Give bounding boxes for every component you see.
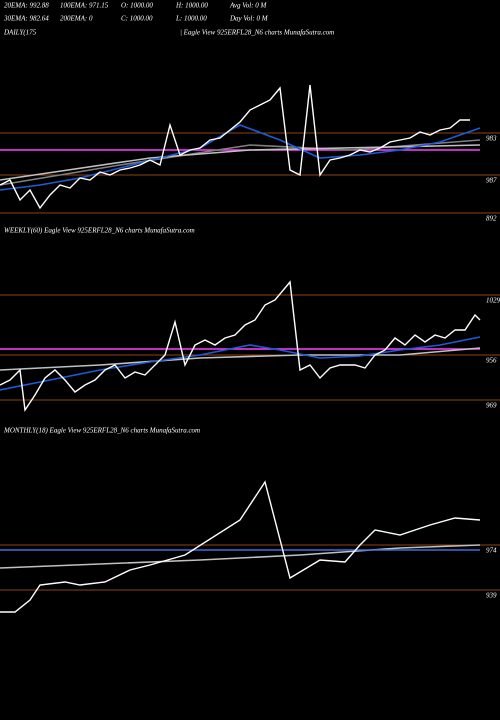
stat: O: 1000.00: [121, 2, 153, 10]
series-line: [0, 336, 481, 391]
stat: 30EMA: 982.64: [3, 15, 49, 23]
y-tick-label: 969: [486, 402, 497, 410]
y-tick-label: 892: [486, 215, 497, 223]
stat: 100EMA: 971.15: [60, 2, 109, 10]
y-tick-label: 1029: [486, 297, 500, 305]
series-line: [0, 280, 481, 412]
y-tick-label: 974: [486, 547, 497, 555]
series-line: [0, 124, 481, 191]
series-line: [0, 144, 481, 181]
y-tick-label: 983: [486, 135, 497, 143]
panel-subtitle: | Eagle View 925ERFL28_N6 charts MunafaS…: [180, 29, 334, 37]
header: 20EMA: 992.88 100EMA: 971.15 O: 1000.00 …: [3, 2, 269, 23]
panel-title: DAILY(175: [3, 29, 37, 37]
panel-title: MONTHLY(18) Eagle View 925ERFL28_N6 char…: [3, 427, 200, 435]
panel-title: WEEKLY(60) Eagle View 925ERFL28_N6 chart…: [4, 227, 195, 235]
stat: Day Vol: 0 M: [229, 15, 269, 23]
stat: H: 1000.00: [175, 2, 208, 10]
y-tick-label: 939: [486, 592, 497, 600]
series-line: [0, 480, 481, 613]
stat: C: 1000.00: [121, 15, 153, 23]
y-tick-label: 956: [486, 357, 497, 365]
y-tick-label: 987: [486, 177, 497, 185]
series-line: [0, 347, 481, 371]
series-line: [0, 84, 470, 210]
stat: 20EMA: 992.88: [4, 2, 49, 10]
stat: Avg Vol: 0 M: [229, 2, 268, 10]
stat: 200EMA: 0: [60, 15, 93, 23]
series-line: [0, 544, 481, 569]
stat: L: 1000.00: [175, 15, 207, 23]
